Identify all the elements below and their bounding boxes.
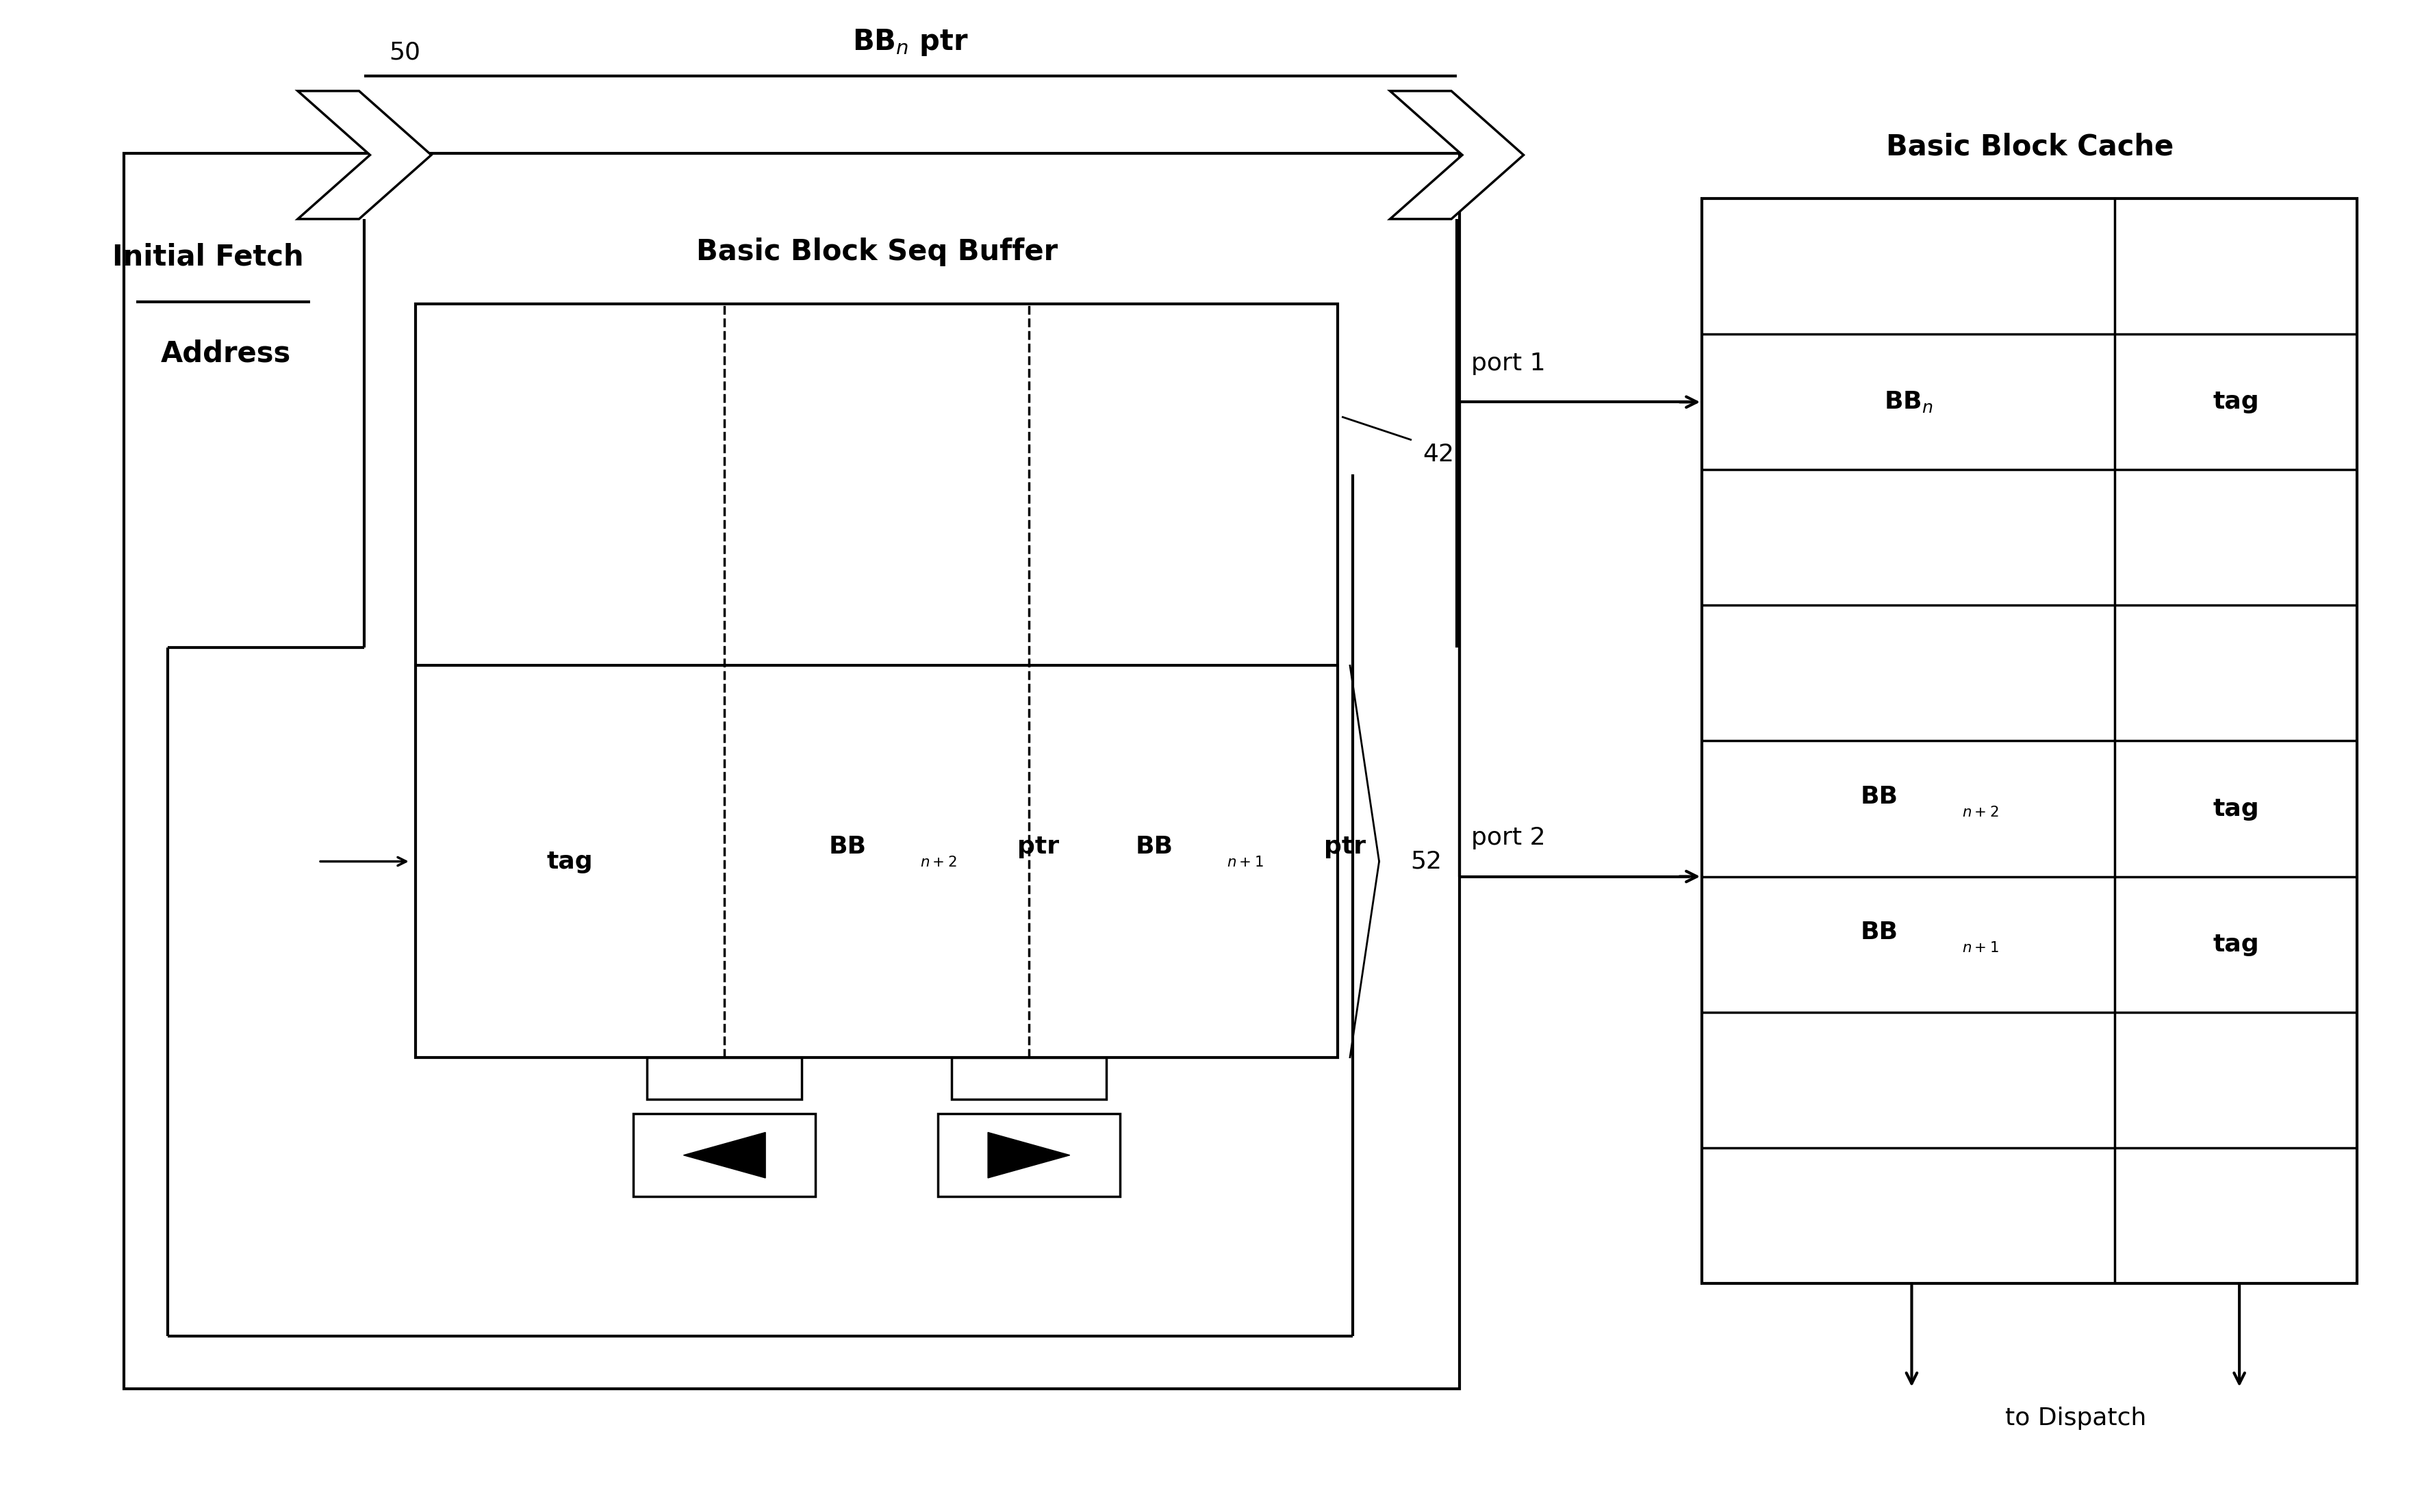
Text: BB: BB (830, 835, 866, 857)
Text: ptr: ptr (1017, 835, 1058, 857)
Text: $_{n+2}$: $_{n+2}$ (1961, 798, 1997, 818)
Text: tag: tag (2214, 933, 2260, 956)
Bar (124, 154, 1460, 1388)
Text: Basic Block Cache: Basic Block Cache (1886, 132, 2173, 160)
Bar (951, 1057, 1107, 1099)
Text: BB: BB (1861, 921, 1898, 943)
Text: $_{n+1}$: $_{n+1}$ (1961, 934, 1997, 954)
Bar (647, 1057, 803, 1099)
Text: $_{n+1}$: $_{n+1}$ (1226, 848, 1263, 868)
Text: BB: BB (1861, 785, 1898, 809)
Bar (937, 1114, 1119, 1196)
Polygon shape (988, 1132, 1071, 1178)
Text: BB$_n$ ptr: BB$_n$ ptr (852, 27, 968, 57)
Text: port 2: port 2 (1472, 826, 1545, 850)
Polygon shape (1389, 91, 1523, 219)
Text: BB$_n$: BB$_n$ (1883, 390, 1932, 414)
Text: tag: tag (547, 850, 594, 872)
Polygon shape (684, 1132, 766, 1178)
Text: Address: Address (161, 339, 292, 367)
Bar (1703, 198, 2358, 1284)
Text: Basic Block Seq Buffer: Basic Block Seq Buffer (696, 237, 1058, 266)
Text: 50: 50 (389, 41, 421, 64)
Text: BB: BB (1136, 835, 1173, 857)
Text: 42: 42 (1423, 443, 1455, 466)
Text: $_{n+2}$: $_{n+2}$ (920, 848, 956, 868)
Text: port 1: port 1 (1472, 352, 1545, 375)
Text: ptr: ptr (1324, 835, 1365, 857)
Text: 52: 52 (1411, 850, 1443, 872)
Bar (416, 304, 1338, 1057)
Text: to Dispatch: to Dispatch (2005, 1406, 2146, 1430)
Bar (633, 1114, 815, 1196)
Polygon shape (297, 91, 431, 219)
Text: tag: tag (2214, 797, 2260, 821)
Text: tag: tag (2214, 390, 2260, 414)
Text: Initial Fetch: Initial Fetch (112, 243, 304, 272)
